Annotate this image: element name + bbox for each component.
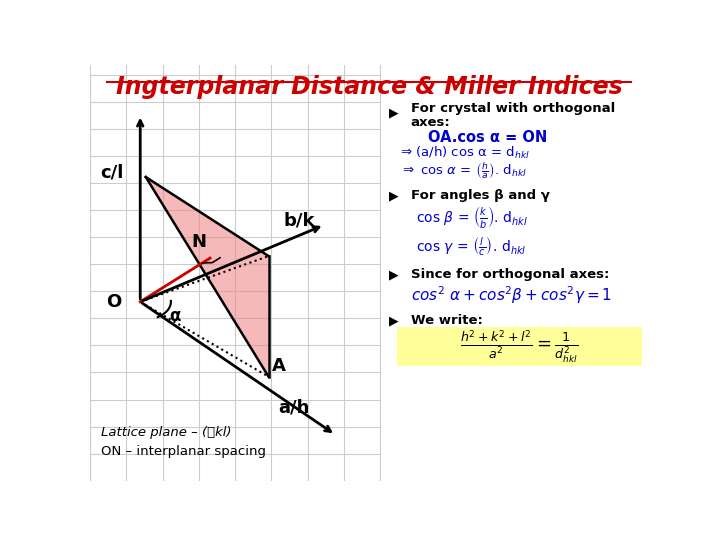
Text: b/k: b/k (284, 212, 315, 230)
Text: Since for orthogonal axes:: Since for orthogonal axes: (411, 268, 609, 281)
Text: ON – interplanar spacing: ON – interplanar spacing (101, 445, 266, 458)
Text: cos $\beta$ = $\left(\frac{k}{b}\right)$. d$_{hkl}$: cos $\beta$ = $\left(\frac{k}{b}\right)$… (416, 204, 528, 230)
Text: axes:: axes: (411, 116, 451, 129)
FancyBboxPatch shape (397, 327, 642, 366)
Text: N: N (192, 233, 207, 251)
Text: α: α (169, 307, 181, 326)
Text: $\frac{h^2+k^2+l^2}{a^2}=\frac{1}{d^2_{hkl}}$: $\frac{h^2+k^2+l^2}{a^2}=\frac{1}{d^2_{h… (461, 328, 579, 365)
Text: A: A (271, 357, 286, 375)
Text: a/h: a/h (278, 399, 310, 417)
Text: Ingterplanar Distance & Miller Indices: Ingterplanar Distance & Miller Indices (116, 75, 622, 99)
Text: We write:: We write: (411, 314, 482, 327)
Text: O: O (106, 293, 121, 311)
Text: OA.cos α = ON: OA.cos α = ON (428, 130, 547, 145)
Text: ▶: ▶ (389, 268, 398, 281)
Text: c/l: c/l (101, 164, 124, 182)
Text: Lattice plane – (ℊkl): Lattice plane – (ℊkl) (101, 426, 232, 439)
Text: ⇒ (a/h) cos α = d$_{hkl}$: ⇒ (a/h) cos α = d$_{hkl}$ (400, 145, 530, 161)
Text: $cos^2\ \alpha + cos^2\beta + cos^2\gamma = 1$: $cos^2\ \alpha + cos^2\beta + cos^2\gamm… (411, 285, 612, 306)
Text: ▶: ▶ (389, 314, 398, 327)
Text: For crystal with orthogonal: For crystal with orthogonal (411, 102, 615, 115)
Text: ▶: ▶ (389, 190, 398, 202)
Text: cos $\gamma$ = $\left(\frac{l}{c}\right)$. d$_{hkl}$: cos $\gamma$ = $\left(\frac{l}{c}\right)… (416, 235, 527, 256)
Text: For angles β and γ: For angles β and γ (411, 190, 550, 202)
Polygon shape (145, 177, 269, 377)
Text: ▶: ▶ (389, 106, 398, 119)
Text: $\Rightarrow$ cos $\alpha$ = $\left(\frac{h}{a}\right)$. d$_{hkl}$: $\Rightarrow$ cos $\alpha$ = $\left(\fra… (400, 161, 527, 181)
